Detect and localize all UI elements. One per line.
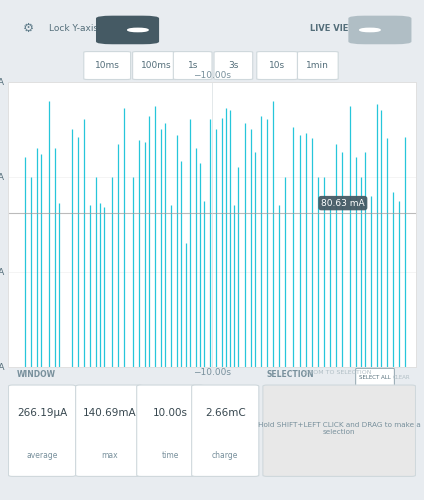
- FancyBboxPatch shape: [263, 385, 416, 476]
- FancyBboxPatch shape: [75, 385, 143, 476]
- Text: 10ms: 10ms: [95, 61, 120, 70]
- Text: 1min: 1min: [307, 61, 329, 70]
- Text: 80.63 mA: 80.63 mA: [321, 198, 365, 207]
- Text: 266.19μA: 266.19μA: [17, 408, 67, 418]
- Text: ⚙: ⚙: [23, 22, 34, 35]
- FancyBboxPatch shape: [173, 52, 212, 80]
- Text: 100ms: 100ms: [141, 61, 171, 70]
- Text: Hold SHIFT+LEFT CLICK and DRAG to make a selection: Hold SHIFT+LEFT CLICK and DRAG to make a…: [258, 422, 420, 434]
- FancyBboxPatch shape: [192, 385, 259, 476]
- Text: SELECT ALL: SELECT ALL: [359, 375, 391, 380]
- FancyBboxPatch shape: [96, 16, 159, 44]
- Text: 10s: 10s: [269, 61, 285, 70]
- Text: −10.00s: −10.00s: [193, 71, 231, 80]
- Text: 3s: 3s: [228, 61, 239, 70]
- FancyBboxPatch shape: [137, 385, 204, 476]
- Text: max: max: [101, 451, 117, 460]
- Text: CLEAR: CLEAR: [393, 375, 410, 380]
- FancyBboxPatch shape: [133, 52, 179, 80]
- Text: 10.00s: 10.00s: [153, 408, 188, 418]
- FancyBboxPatch shape: [257, 52, 298, 80]
- Text: 1s: 1s: [187, 61, 198, 70]
- FancyBboxPatch shape: [8, 385, 75, 476]
- Text: −10.00s: −10.00s: [193, 368, 231, 377]
- Text: ZOOM TO SELECTION: ZOOM TO SELECTION: [304, 370, 371, 375]
- Circle shape: [128, 28, 148, 32]
- Text: SELECTION: SELECTION: [267, 370, 315, 379]
- FancyBboxPatch shape: [349, 16, 411, 44]
- FancyBboxPatch shape: [214, 52, 253, 80]
- Text: WINDOW: WINDOW: [17, 370, 56, 379]
- Text: time: time: [162, 451, 179, 460]
- FancyBboxPatch shape: [84, 52, 131, 80]
- FancyBboxPatch shape: [298, 52, 338, 80]
- Text: 140.69mA: 140.69mA: [82, 408, 136, 418]
- Text: 2.66mC: 2.66mC: [205, 408, 245, 418]
- Text: LIVE VIEW: LIVE VIEW: [310, 24, 357, 33]
- Text: average: average: [26, 451, 58, 460]
- Text: Lock Y-axis: Lock Y-axis: [49, 24, 98, 33]
- FancyBboxPatch shape: [356, 368, 394, 387]
- Text: charge: charge: [212, 451, 238, 460]
- Circle shape: [360, 28, 380, 32]
